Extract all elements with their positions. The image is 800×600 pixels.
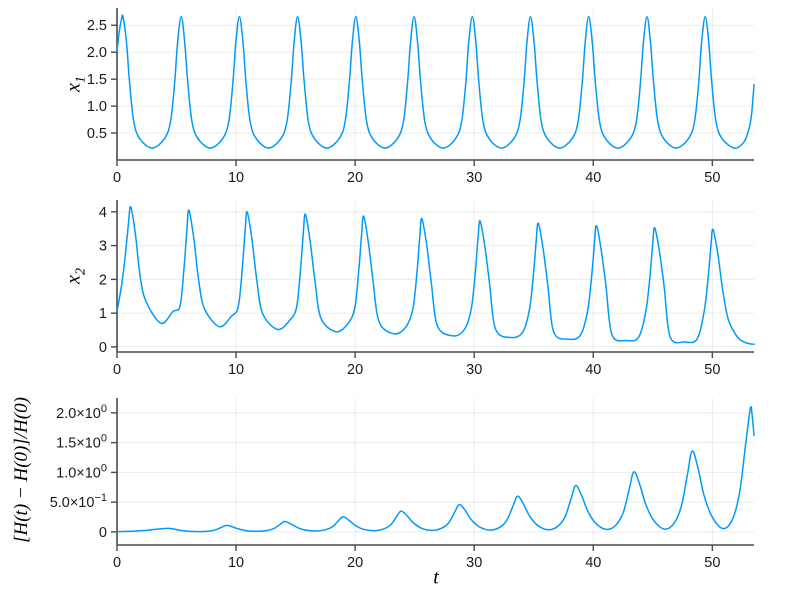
tick-label: 3	[99, 239, 107, 255]
tick-label: 2.5	[87, 18, 107, 34]
tick-label: 4	[99, 205, 107, 221]
tick-label: 1	[99, 306, 107, 322]
tick-label: 0	[99, 340, 107, 356]
tick-label: 2.0	[87, 45, 107, 61]
ylabel-x2: x2	[62, 268, 89, 284]
tick-label: 50	[704, 555, 720, 571]
tick-label: 20	[347, 555, 363, 571]
tick-label: 40	[585, 170, 601, 186]
series-line-energy_error	[116, 406, 755, 533]
tick-label: 10	[228, 170, 244, 186]
tick-label: 2	[99, 272, 107, 288]
tick-label: 30	[466, 170, 482, 186]
ylabel-energy-error: [H(t) − H(0)]/H(0)	[11, 397, 32, 543]
tick-label: 0	[113, 555, 121, 571]
tick-label: 50	[704, 170, 720, 186]
tick-label: 20	[347, 362, 363, 378]
tick-label: 20	[347, 170, 363, 186]
tick-label: 30	[466, 362, 482, 378]
tick-label: 10	[228, 362, 244, 378]
tick-label: 1.5	[87, 72, 107, 88]
series-line-x1	[116, 14, 755, 149]
tick-label: 10	[228, 555, 244, 571]
tick-label: 0	[113, 362, 121, 378]
ylabel-x1: x1	[62, 76, 89, 92]
tick-label: 40	[585, 555, 601, 571]
xlabel-t: t	[433, 566, 439, 589]
tick-label: 50	[704, 362, 720, 378]
series-line-x2	[116, 206, 755, 345]
tick-label: 40	[585, 362, 601, 378]
subplot-3: 0 5.0×10−1 1.0×100 1.5×100 2.0×100 0 10 20 30 40 5…	[50, 398, 755, 571]
tick-label: 1.5×100	[56, 433, 107, 452]
tick-label: 5.0×10−1	[50, 492, 107, 511]
tick-label: 0	[113, 170, 121, 186]
tick-label: 30	[466, 555, 482, 571]
tick-label: 1.0	[87, 99, 107, 115]
tick-label: 1.0×100	[56, 462, 107, 481]
tick-label: 0.5	[87, 126, 107, 142]
tick-label: 2.0×100	[56, 403, 107, 422]
tick-label: 0	[99, 525, 107, 541]
subplot-1: 0.5 1.0 1.5 2.0 2.5 0 10 20 30 40 50	[87, 8, 755, 186]
